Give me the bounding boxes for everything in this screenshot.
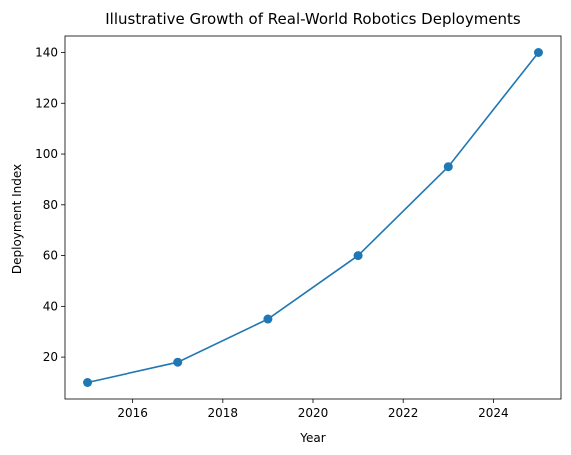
x-axis-title: Year [299,431,325,445]
series-line [87,52,540,384]
data-point [83,378,93,387]
x-axis-ticks: 2016 2018 2020 2022 2024 [117,399,509,420]
plot-area [64,35,562,400]
y-tick-label: 20 [43,350,58,364]
x-tick-label: 2022 [388,406,419,420]
y-tick-label: 120 [35,96,58,110]
x-tick-label: 2024 [478,406,509,420]
y-tick-label: 60 [43,249,58,263]
y-tick-label: 140 [35,46,58,60]
data-point [533,48,543,57]
plot-frame [64,35,562,400]
x-tick-label: 2016 [117,406,148,420]
data-point [443,162,453,172]
chart-title: Illustrative Growth of Real-World Roboti… [105,10,521,28]
data-point [353,251,363,261]
y-tick-label: 40 [43,299,58,313]
y-tick-label: 80 [43,198,58,212]
data-point [173,357,183,367]
data-point [263,314,273,324]
x-tick-label: 2018 [208,406,239,420]
y-tick-label: 100 [35,147,58,161]
y-axis-title: Deployment Index [10,164,24,274]
x-tick-label: 2020 [298,406,329,420]
y-axis-ticks: 20 40 60 80 100 120 140 [35,46,65,364]
